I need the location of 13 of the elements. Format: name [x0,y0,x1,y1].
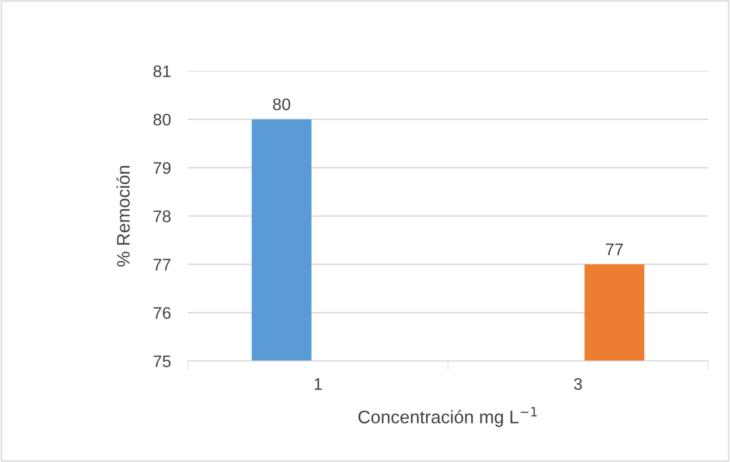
y-tick-label: 80 [153,114,171,126]
y-tick-label: 76 [154,307,171,319]
y-tick-label: 78 [154,210,171,222]
x-tick-label: 3 [574,378,582,390]
y-axis-title: % Remoción [116,166,130,267]
y-tick-label: 77 [154,258,170,270]
y-tick-label: 81 [153,65,170,78]
y-tick-label: 75 [154,356,171,368]
y-tick-label: 79 [154,162,171,174]
x-tick-label: 1 [314,378,322,390]
data-label: 80 [273,98,290,110]
x-axis-title: Concentración mg L$^{−1}$ [358,407,537,427]
data-label: 77 [606,244,623,256]
